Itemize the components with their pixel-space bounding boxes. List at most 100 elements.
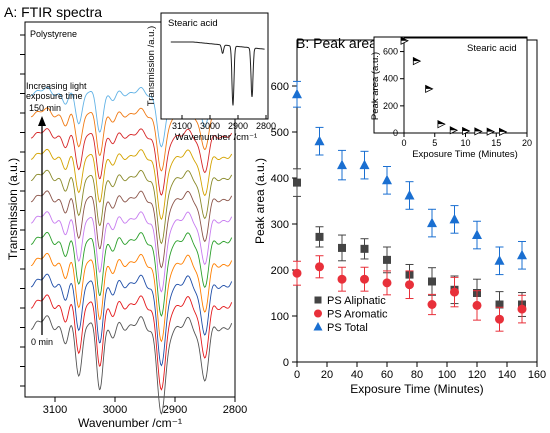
inset-b-x-tick-label: 20 (522, 138, 532, 148)
inset-b-x-label: Exposure Time (Minutes) (412, 149, 518, 160)
inset-b-data-point (412, 56, 422, 66)
data-point (517, 304, 527, 314)
spectrum-line (30, 169, 233, 245)
panel-b-x-tick-label: 80 (411, 369, 423, 381)
panel-b-x-label: Exposure Time (Minutes) (350, 382, 483, 396)
data-point (450, 287, 459, 297)
panel-a-subtitle: Polystyrene (30, 29, 77, 39)
inset-a-x-tick-label: 3000 (200, 121, 220, 131)
panel-a-x-tick-label: 3100 (43, 404, 67, 416)
data-point (292, 88, 302, 99)
data-point (338, 243, 346, 252)
inset-a-y-label: Transmission /a.u.) (146, 26, 157, 106)
inset-b-data-point (474, 127, 483, 136)
panel-a-x-ticks: 3100 3000 2900 2800 (43, 397, 247, 416)
data-point (337, 274, 347, 284)
panel-b-y-tick-label: 400 (271, 173, 289, 185)
panel-a-frame (24, 21, 236, 398)
inset-b-data-point (449, 126, 459, 135)
panel-b-series (292, 80, 527, 332)
inset-b-marker-fill (487, 128, 495, 132)
panel-a-title: A: FTIR spectra (4, 4, 102, 20)
panel-a-x-tick-label: 2900 (163, 404, 187, 416)
data-point (315, 262, 324, 272)
spectrum-line (30, 252, 233, 343)
inset-b-marker-fill (413, 57, 421, 62)
data-point (428, 277, 436, 286)
data-point (472, 300, 482, 310)
inset-b-y-tick-label: 600 (383, 47, 398, 57)
spectrum-line (30, 211, 233, 293)
exposure-time-annotation: Increasing light exposure time 150 min 0… (26, 81, 87, 347)
legend-label: PS Aliphatic (327, 295, 386, 307)
spectrum-line (30, 190, 233, 269)
panel-b-y-tick-label: 500 (271, 127, 289, 139)
data-point (360, 274, 369, 284)
spectrum-line (30, 315, 233, 415)
data-point (405, 280, 414, 290)
data-point (383, 255, 391, 264)
inset-b-y-tick-label: 200 (383, 101, 398, 111)
inset-b-title: Stearic acid (467, 43, 517, 54)
panel-b-y-tick-label: 600 (271, 81, 289, 93)
inset-b-x-tick-label: 10 (460, 138, 470, 148)
inset-b-x-tick-label: 5 (432, 138, 437, 148)
inset-a-x-tick-label: 2800 (256, 121, 276, 131)
inset-b-data-point (425, 84, 434, 94)
arrow-text-line2: exposure time (26, 91, 83, 101)
panel-b-x-tick-label: 0 (294, 369, 300, 381)
panel-a-inset: Stearic acid Transmission /a.u.) Wavenum… (146, 12, 276, 143)
panel-b-y-tick-label: 100 (271, 311, 289, 323)
bottom-time-label: 0 min (31, 337, 53, 347)
panel-a-ftir-spectra: A: FTIR spectra Polystyrene Transmission… (4, 4, 276, 430)
data-point (314, 135, 325, 146)
inset-b-data-point (462, 126, 471, 136)
data-point (382, 174, 392, 185)
spectrum-line (30, 294, 233, 391)
data-point (495, 314, 504, 324)
data-point (360, 244, 369, 253)
panel-a-x-tick-label: 2800 (223, 404, 247, 416)
panel-b-y-label: Peak area (a.u.) (253, 158, 267, 244)
inset-b-points (400, 36, 508, 137)
inset-b-marker-fill (437, 120, 445, 125)
data-point (449, 213, 460, 224)
panel-b-y-tick-label: 0 (283, 357, 289, 369)
data-point (293, 178, 301, 187)
spectrum-line (30, 107, 233, 172)
inset-b-marker-fill (425, 85, 433, 89)
inset-b-y-tick-label: 400 (383, 74, 398, 84)
inset-b-data-point (498, 127, 508, 137)
panel-b-x-tick-label: 100 (438, 369, 456, 381)
panel-b-x-tick-label: 20 (321, 369, 333, 381)
panel-a-y-label: Transmission (a.u.) (6, 158, 20, 260)
panel-b-title: B: Peak areas (296, 35, 384, 51)
inset-b-marker-fill (450, 126, 458, 131)
data-point (404, 189, 415, 200)
data-point (427, 217, 437, 228)
panel-a-x-label: Wavenumber /cm⁻¹ (78, 416, 182, 430)
inset-b-data-point (486, 127, 495, 136)
legend-label: PS Aromatic (327, 309, 388, 321)
data-point (427, 300, 437, 309)
panel-b-peak-areas: B: Peak areas Peak area (a.u.) Exposure … (253, 35, 546, 396)
data-point (337, 159, 347, 170)
inset-b-y-tick-label: 0 (393, 128, 398, 138)
inset-b-x-tick-label: 15 (491, 138, 501, 148)
panel-b-y-tick-label: 300 (271, 219, 289, 231)
spectrum-line (30, 273, 233, 367)
data-point (359, 159, 370, 170)
inset-b-data-point (400, 36, 409, 45)
inset-a-spectrum (170, 41, 265, 106)
panel-a-x-tick-label: 3000 (103, 404, 127, 416)
legend-marker (314, 296, 322, 304)
inset-b-marker-fill (474, 127, 482, 132)
inset-a-x-tick-label: 3100 (172, 121, 192, 131)
inset-a-x-label: Wavenumber /cm⁻¹ (175, 132, 257, 143)
panel-a-spectra (30, 86, 233, 415)
data-point (315, 232, 324, 241)
inset-a-x-tick-label: 2900 (228, 121, 248, 131)
data-point (292, 268, 302, 278)
